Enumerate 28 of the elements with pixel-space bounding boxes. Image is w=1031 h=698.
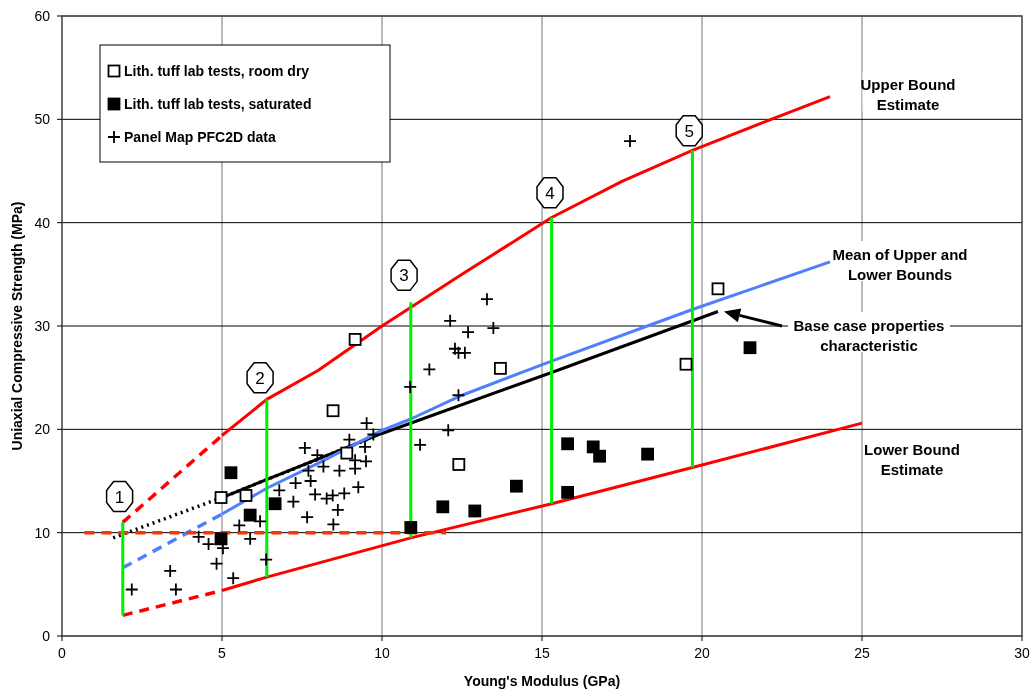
y-tick-label: 30	[34, 318, 51, 334]
legend-label: Panel Map PFC2D data	[124, 129, 276, 145]
y-tick-label: 40	[34, 214, 51, 231]
y-tick-label: 10	[34, 524, 51, 541]
annotation: 2	[255, 368, 265, 388]
x-tick-label: 30	[1014, 645, 1030, 661]
annotation: Lower Bound Estimate	[864, 441, 960, 478]
legend-label: Lith. tuff lab tests, room dry	[124, 63, 310, 79]
x-tick-label: 0	[58, 645, 67, 661]
x-tick-label: 10	[374, 645, 390, 661]
y-tick-label: 60	[34, 8, 51, 24]
x-tick-label: 5	[218, 645, 227, 661]
x-tick-label: 15	[534, 645, 550, 661]
annotation: Base case properties characteristic	[793, 317, 945, 354]
x-tick-label: 25	[854, 645, 870, 661]
annotation: 4	[545, 183, 555, 203]
y-axis-title: Uniaxial Compressive Strength (MPa)	[9, 201, 25, 451]
annotation: Upper Bound Estimate	[860, 76, 956, 113]
x-tick-label: 20	[694, 645, 710, 661]
y-tick-label: 20	[34, 421, 51, 438]
legend-label: Lith. tuff lab tests, saturated	[124, 96, 312, 112]
annotation: 3	[399, 266, 409, 286]
annotation: 5	[684, 121, 694, 141]
x-axis-title: Young's Modulus (GPa)	[463, 673, 621, 689]
annotation: 1	[114, 487, 125, 507]
y-tick-label: 0	[42, 628, 51, 644]
annotation: Mean of Upper and Lower Bounds	[832, 246, 968, 283]
y-tick-label: 50	[34, 111, 51, 128]
